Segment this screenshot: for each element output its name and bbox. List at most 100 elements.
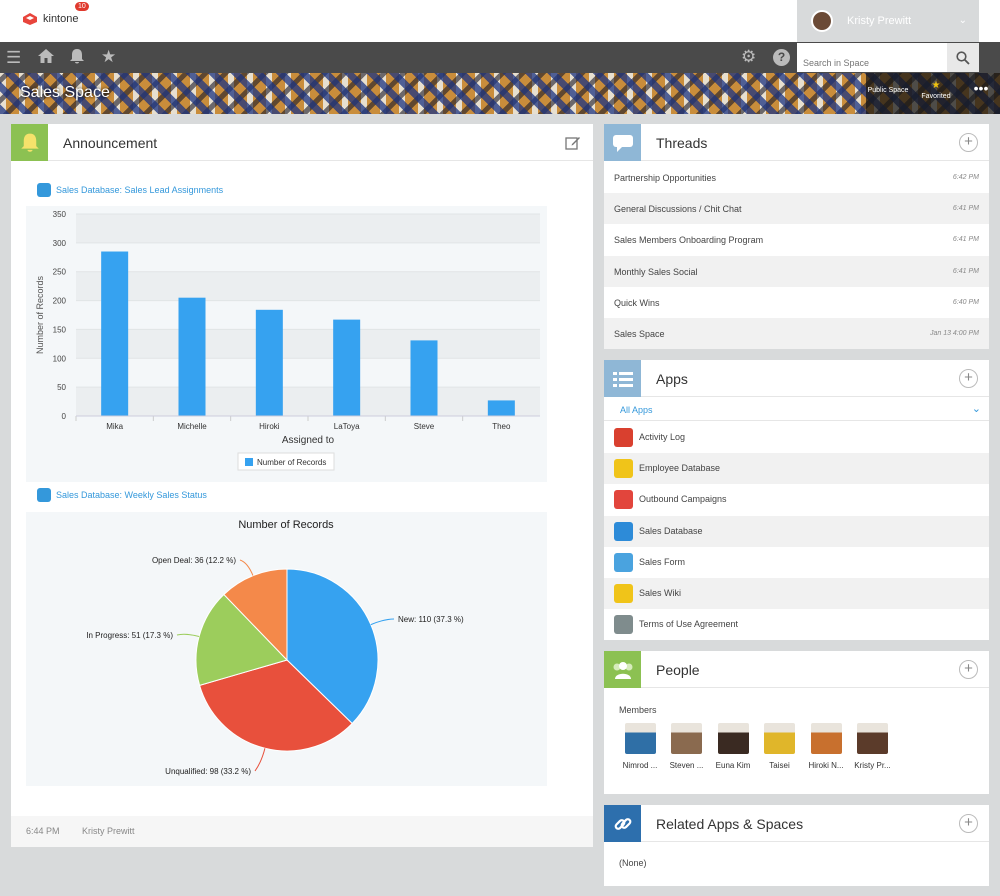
member-item[interactable]: Taisei: [755, 723, 805, 770]
pie-slice[interactable]: [198, 659, 353, 752]
bar[interactable]: [410, 340, 438, 416]
bar[interactable]: [333, 319, 361, 416]
sales-database-icon: [37, 183, 51, 197]
member-item[interactable]: Kristy Pr...: [848, 723, 898, 770]
home-icon[interactable]: [37, 48, 55, 68]
app-item[interactable]: Employee Database: [604, 453, 989, 485]
user-menu[interactable]: Kristy Prewitt ⌄: [797, 0, 979, 42]
chevron-down-icon: ⌄: [971, 403, 981, 415]
bar[interactable]: [178, 297, 206, 416]
sales-database-icon: [37, 488, 51, 502]
member-item[interactable]: Euna Kim: [708, 723, 758, 770]
help-icon[interactable]: ?: [773, 49, 790, 66]
space-search-input[interactable]: [797, 43, 947, 72]
app-item[interactable]: Sales Database: [604, 515, 989, 547]
bar-chart: 0 50 100 150 200 250 300 350 Mika Michelle Hiroki L…: [35, 210, 540, 471]
y-axis-title: Number of Records: [35, 275, 45, 354]
public-space-indicator: Public Space: [866, 73, 910, 114]
thread-item[interactable]: Monthly Sales Social 6:41 PM: [604, 255, 989, 287]
member-item[interactable]: Nimrod ...: [615, 723, 665, 770]
footer-author[interactable]: Kristy Prewitt: [82, 826, 135, 836]
app-name: Outbound Campaigns: [639, 494, 727, 505]
related-title: Related Apps & Spaces: [656, 816, 804, 832]
bar[interactable]: [101, 251, 129, 416]
bar[interactable]: [255, 309, 283, 416]
y-tick-label: 50: [57, 383, 66, 392]
app-name: Sales Form: [639, 556, 686, 567]
bar[interactable]: [487, 400, 515, 416]
pie-chart: Number of Records New: 110 (37.3 %) Unqual…: [86, 519, 464, 776]
favorite-button[interactable]: ★ Favorited: [910, 73, 962, 114]
thread-time: Jan 13 4:00 PM: [929, 330, 979, 337]
y-tick-label: 250: [53, 268, 67, 277]
apps-title: Apps: [656, 371, 688, 387]
more-options-icon[interactable]: •••: [962, 73, 1000, 114]
app-name: Sales Wiki: [639, 587, 682, 598]
member-item[interactable]: Hiroki N...: [801, 723, 851, 770]
related-panel: Related Apps & Spaces + (None): [604, 805, 989, 886]
edit-icon[interactable]: [565, 135, 581, 156]
threads-header: Threads +: [604, 124, 989, 161]
app-icon: [614, 490, 633, 510]
search-button[interactable]: [947, 43, 979, 72]
pie-slice[interactable]: [195, 593, 288, 686]
pie-connector: [176, 633, 200, 638]
member-avatar: [624, 723, 656, 754]
app-icon: [614, 615, 633, 635]
thread-item[interactable]: General Discussions / Chit Chat 6:41 PM: [604, 193, 989, 225]
app-item[interactable]: Outbound Campaigns: [604, 484, 989, 515]
thread-item[interactable]: Partnership Opportunities 6:42 PM: [604, 162, 989, 193]
bell-icon: [11, 124, 48, 161]
pie-data-label: In Progress: 51 (17.3 %): [86, 631, 173, 640]
thread-time: 6:41 PM: [952, 267, 979, 275]
pie-slice[interactable]: [286, 568, 379, 725]
grid-band: [76, 329, 540, 359]
thread-item[interactable]: Sales Members Onboarding Program 6:41 PM: [604, 224, 989, 255]
x-tick-label: Mika: [106, 422, 123, 431]
people-icon: [604, 651, 641, 688]
related-header: Related Apps & Spaces +: [604, 805, 989, 842]
link-icon: [604, 805, 641, 842]
kintone-logo[interactable]: kintone: [22, 12, 78, 26]
thread-item[interactable]: Sales Space Jan 13 4:00 PM: [604, 318, 989, 349]
app-item[interactable]: Activity Log: [604, 422, 989, 453]
pie-slice[interactable]: [223, 568, 288, 662]
member-item[interactable]: Steven ...: [662, 723, 712, 770]
threads-title: Threads: [656, 135, 708, 151]
add-member-button[interactable]: +: [959, 660, 978, 679]
member-name: Kristy Pr...: [854, 761, 891, 770]
app-item[interactable]: Sales Form: [604, 547, 989, 578]
star-icon[interactable]: ★: [101, 47, 117, 66]
member-avatar: [671, 723, 702, 754]
thread-name: Monthly Sales Social: [614, 266, 698, 277]
y-tick-label: 150: [53, 325, 67, 334]
apps-filter-dropdown[interactable]: All Apps ⌄: [604, 397, 989, 421]
chart-legend[interactable]: Number of Records: [237, 452, 335, 471]
y-tick-label: 350: [53, 210, 67, 219]
pie-connector: [239, 559, 254, 576]
logo-text: kintone: [43, 13, 79, 25]
app-item[interactable]: Terms of Use Agreement: [604, 609, 989, 640]
gear-icon[interactable]: ⚙: [741, 47, 757, 66]
thread-time: 6:41 PM: [952, 236, 979, 244]
search-icon: [956, 50, 970, 65]
app-name: Sales Database: [639, 525, 703, 536]
space-cover-banner: [0, 73, 1000, 114]
bar-chart-container: 0 50 100 150 200 250 300 350 Mika Michelle Hiroki L…: [26, 206, 547, 482]
chart1-link[interactable]: Sales Database: Sales Lead Assignments: [37, 183, 223, 197]
app-icon: [614, 584, 633, 603]
app-item[interactable]: Sales Wiki: [604, 578, 989, 609]
chart2-link[interactable]: Sales Database: Weekly Sales Status: [37, 488, 207, 502]
x-tick-label: Steve: [414, 422, 435, 431]
add-app-button[interactable]: +: [959, 369, 978, 388]
pie-connector: [254, 748, 266, 772]
add-thread-button[interactable]: +: [959, 133, 978, 152]
add-related-button[interactable]: +: [959, 814, 978, 833]
thread-item[interactable]: Quick Wins 6:40 PM: [604, 287, 989, 318]
app-icon: [614, 459, 633, 479]
menu-icon[interactable]: ☰: [6, 48, 22, 67]
thread-time: 6:42 PM: [952, 174, 979, 181]
people-header: People +: [604, 651, 989, 688]
list-icon: [604, 360, 641, 397]
bell-icon[interactable]: [69, 48, 85, 69]
